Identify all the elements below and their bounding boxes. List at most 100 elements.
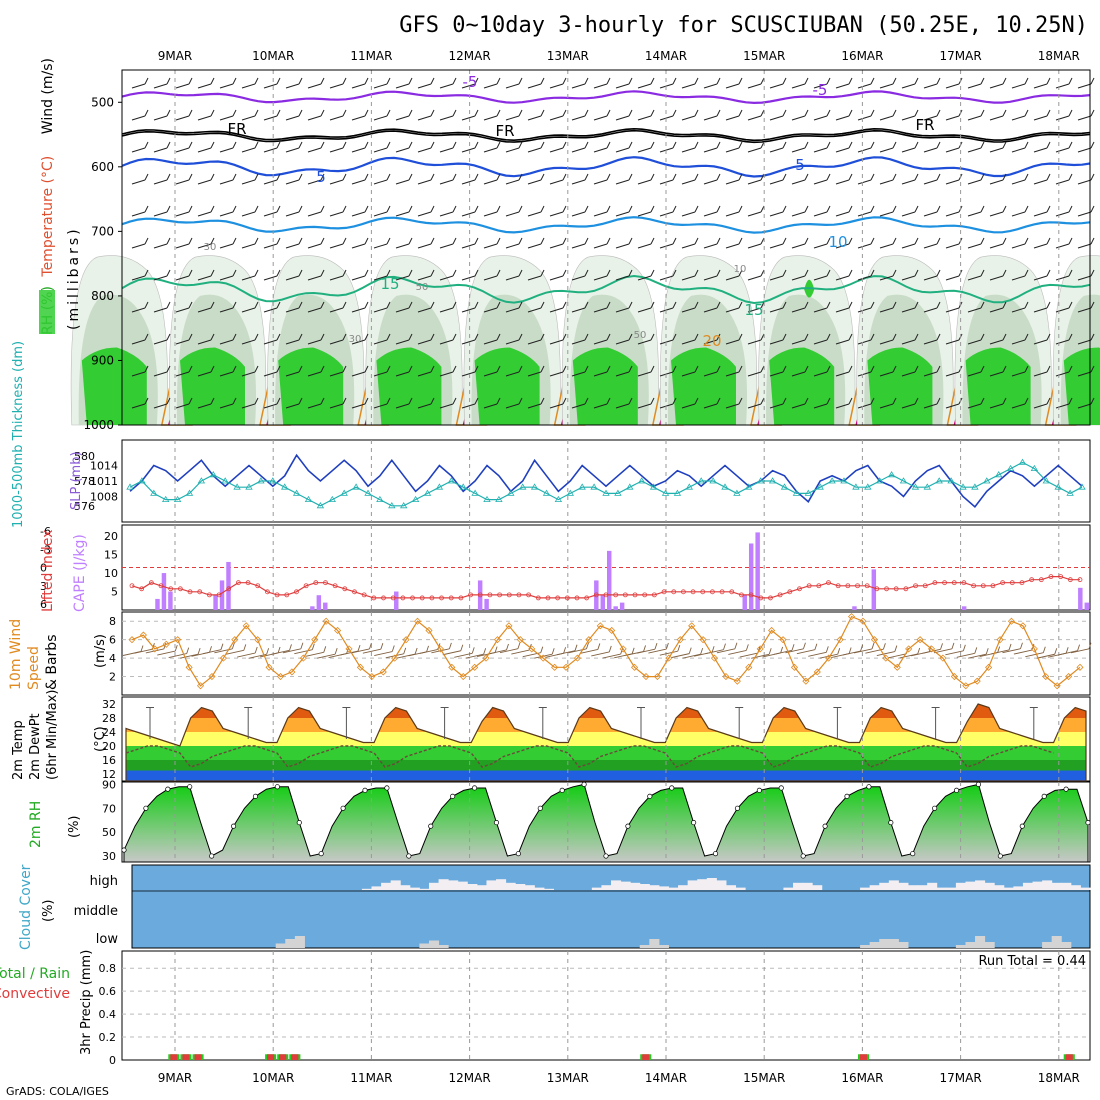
thickness-marker — [697, 477, 705, 484]
wind-barb — [703, 275, 718, 281]
wind-barb — [747, 115, 762, 121]
wind-barb — [593, 147, 608, 153]
wind-barb-flag — [364, 173, 369, 181]
thickness-marker — [209, 471, 218, 478]
li-marker — [932, 580, 938, 586]
li-marker — [1009, 580, 1015, 586]
x-tick-top: 17MAR — [940, 49, 982, 63]
surface-wind-barb-flag — [917, 647, 921, 655]
wind-barb-flag — [562, 333, 567, 341]
surface-wind-barb-flag — [837, 648, 841, 655]
wind-barb-flag — [584, 269, 589, 277]
wind-barb-flag — [474, 397, 479, 405]
wind-speed-marker — [665, 654, 673, 662]
wind-barb-flag — [892, 205, 897, 213]
wind-barb — [197, 115, 212, 121]
isotherm-15 — [121, 274, 1091, 305]
wind-barb — [681, 371, 696, 377]
li-marker — [884, 586, 889, 592]
rh-area-high — [376, 347, 442, 425]
wind-barb — [263, 339, 278, 345]
wind-barb — [857, 211, 872, 217]
wind-barb — [307, 147, 322, 153]
li-marker — [516, 592, 522, 598]
contour-label: -5 — [813, 81, 828, 99]
wind-barb — [1077, 371, 1092, 377]
wind-barb — [1033, 403, 1048, 409]
rh-marker — [450, 793, 456, 799]
wind-barb — [813, 371, 828, 377]
wind-barb — [329, 83, 344, 89]
wind-barb — [307, 403, 322, 409]
wind-barb — [263, 115, 278, 121]
thickness-marker — [257, 477, 265, 484]
low-cloud-bar — [1042, 942, 1053, 948]
li-marker — [497, 592, 502, 598]
wind-barb-flag — [342, 237, 347, 245]
thickness-marker — [411, 495, 420, 502]
wind-barb-flag — [716, 109, 721, 117]
low-cloud-bar — [1061, 942, 1072, 948]
wind-barb-flag — [144, 205, 149, 213]
thickness-line — [129, 461, 1083, 507]
surface-wind-barb — [853, 648, 873, 654]
wind-barb-flag — [650, 173, 655, 181]
thickness-marker — [840, 477, 848, 484]
rh-marker — [647, 793, 653, 799]
wind-barb — [835, 275, 850, 281]
surface-wind-barb-flag — [266, 648, 270, 655]
wind-barb-flag — [540, 141, 545, 149]
thickness-marker — [756, 477, 765, 484]
wind-barb — [329, 339, 344, 345]
surface-wind-barb-flag — [688, 647, 692, 654]
wind-speed-marker — [288, 668, 296, 676]
thickness-marker — [292, 489, 301, 496]
slp-ylabel: SLP (mb) — [69, 451, 84, 510]
wind-speed-marker — [231, 636, 239, 644]
wind-tick: 4 — [109, 652, 116, 665]
section-ylabel2: (millibars) — [66, 226, 82, 330]
thickness-marker — [1066, 489, 1074, 496]
high-cloud-bar — [869, 885, 880, 890]
surface-wind-barb-flag — [882, 643, 886, 650]
wind-speed-marker — [642, 672, 650, 681]
wind-barb — [1055, 275, 1070, 281]
wind-barb — [549, 243, 564, 249]
wind-barb — [505, 83, 520, 89]
cape-bar — [613, 606, 618, 610]
wind-barb-flag — [606, 205, 611, 213]
wind-speed-marker — [528, 645, 536, 653]
wind-barb — [153, 307, 168, 313]
wind-barb-flag — [936, 205, 941, 213]
wind-barb — [1055, 115, 1070, 121]
wind-barb — [241, 243, 256, 249]
li-marker — [197, 589, 203, 595]
surface-wind-barb-flag — [631, 647, 635, 654]
wind-barb-flag — [408, 333, 413, 341]
wind-barb-flag — [342, 301, 347, 309]
li-marker — [739, 592, 744, 598]
high-cloud-bar — [716, 880, 727, 890]
wind-barb-flag — [870, 365, 875, 373]
wind-barb-flag — [452, 333, 457, 341]
wind-barb — [329, 403, 344, 409]
li-marker — [429, 595, 435, 601]
wind-barb-flag — [496, 109, 501, 117]
rh-area-high — [769, 347, 835, 425]
wind-barb — [483, 211, 498, 217]
wind-barb — [395, 275, 410, 281]
wind-barb — [373, 275, 388, 281]
high-cloud-bar — [476, 885, 487, 890]
wind-barb-flag — [298, 397, 303, 405]
wind-barb — [197, 179, 212, 185]
surface-wind-barb — [808, 651, 827, 657]
wind-barb — [263, 307, 278, 313]
wind-barb-flag — [738, 333, 743, 341]
rh-marker — [406, 853, 412, 859]
precip-convective-bar — [279, 1054, 287, 1060]
wind-barb — [593, 275, 608, 281]
temp-ylabel: 2m DewPt — [28, 713, 43, 780]
wind-barb-flag — [936, 237, 941, 245]
wind-barb — [857, 275, 872, 281]
temp-line — [125, 703, 1087, 782]
